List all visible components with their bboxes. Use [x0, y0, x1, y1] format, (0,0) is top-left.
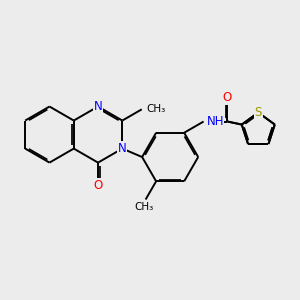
Text: S: S [255, 106, 262, 119]
Text: CH₃: CH₃ [135, 202, 154, 212]
Text: N: N [94, 100, 102, 113]
Text: O: O [223, 91, 232, 104]
Text: NH: NH [206, 115, 224, 128]
Text: N: N [118, 142, 127, 155]
Text: O: O [93, 178, 103, 191]
Text: CH₃: CH₃ [146, 104, 165, 114]
